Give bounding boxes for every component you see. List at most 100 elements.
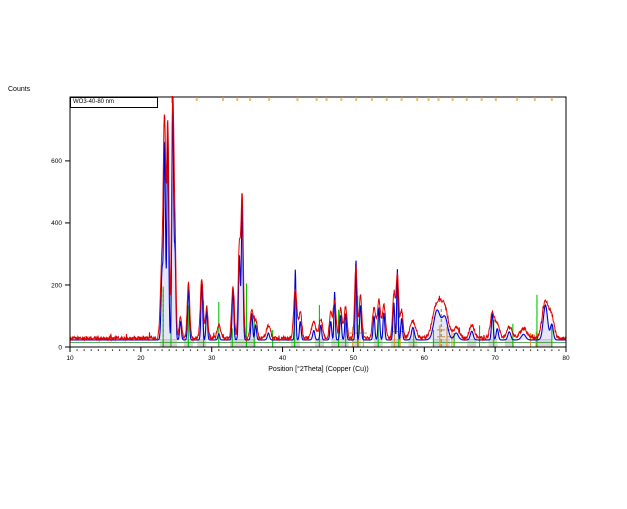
top-edge-markers [171,96,553,103]
x-minor-tick [430,349,432,351]
y-tick-label: 600 [51,158,62,165]
peak-marker-box [246,339,256,347]
calculated-profile-fill [70,105,566,340]
x-minor-tick [296,349,298,351]
x-minor-tick [154,349,156,351]
x-minor-tick [388,349,390,351]
x-tick-label: 70 [492,355,500,362]
calculated-profile-trace [70,105,566,341]
peak-marker-box [504,339,514,347]
x-minor-tick [161,349,163,351]
plot-frame [69,96,567,348]
peak-marker-box [535,339,545,347]
peak-marker-box [290,339,300,347]
y-tick-label: 400 [51,220,62,227]
x-tick-label: 50 [350,355,358,362]
x-minor-tick [544,349,546,351]
x-minor-tick [196,349,199,351]
x-minor-tick [437,349,440,351]
y-axis-title: Counts [8,86,31,93]
x-minor-tick [189,349,192,351]
x-minor-tick [558,349,560,351]
x-tick-label: 10 [66,355,74,362]
x-minor-tick [473,349,475,351]
y-tick-label: 0 [58,344,62,351]
peak-marker-box [351,339,361,347]
x-minor-tick [204,349,206,351]
x-minor-tick [260,349,262,351]
x-minor-tick [501,349,503,351]
peak-marker-box [168,339,178,347]
x-minor-tick [119,349,121,351]
x-minor-tick [317,349,319,351]
peak-marker-box [197,339,207,347]
x-tick-label: 20 [137,355,145,362]
x-minor-tick [551,349,553,351]
x-minor-tick [522,349,525,351]
x-minor-tick [395,349,397,351]
x-minor-tick [416,349,418,351]
x-minor-tick [529,349,532,351]
x-minor-tick [310,349,312,351]
x-minor-tick [104,349,107,351]
x-minor-tick [459,349,461,351]
x-minor-tick [133,349,135,351]
x-minor-tick [466,349,468,351]
x-minor-tick [480,349,482,351]
x-minor-tick [487,349,489,351]
x-minor-tick [253,349,255,351]
x-minor-tick [225,349,227,351]
x-minor-tick [111,349,114,351]
x-tick-label: 80 [562,355,570,362]
x-minor-tick [303,349,305,351]
y-tick-label: 200 [51,282,62,289]
x-minor-tick [367,349,369,351]
x-minor-tick [444,349,447,351]
x-minor-tick [508,349,510,351]
peak-marker-box [467,339,477,347]
x-minor-tick [409,349,411,351]
peak-marker-box [432,339,442,347]
x-tick-label: 30 [208,355,216,362]
peak-marker-box [543,339,553,347]
x-minor-tick [402,349,404,351]
x-minor-tick [267,349,269,351]
peak-marker-box [237,339,247,347]
x-tick-label: 60 [421,355,429,362]
x-minor-tick [515,349,517,351]
x-minor-tick [239,349,241,351]
peak-marker-box [229,339,239,347]
y-axis: 0 200 400 600 [51,158,70,351]
x-minor-tick [331,349,333,351]
peak-marker-box [159,339,169,347]
x-minor-tick [289,349,291,351]
x-minor-tick [274,349,277,351]
x-axis-title: Position [°2Theta] (Copper (Cu)) [268,366,369,373]
x-minor-tick [338,349,340,351]
x-minor-tick [345,349,347,351]
x-minor-tick [324,349,326,351]
observed-scan-trace [70,97,566,342]
x-minor-tick [175,349,177,351]
x-minor-tick [147,349,149,351]
x-minor-tick [537,349,539,351]
x-minor-tick [452,349,454,351]
x-minor-tick [90,349,92,351]
x-minor-tick [218,349,220,351]
peak-marker-box [331,339,341,347]
scan-label-box: WO3-40-80 nm [70,97,158,108]
peak-marker-box [339,339,349,347]
x-minor-tick [182,349,184,351]
peak-marker-box [441,339,451,347]
x-minor-tick [97,349,99,351]
x-minor-tick [168,349,170,351]
x-minor-tick [76,349,78,351]
x-minor-tick [374,349,376,351]
x-minor-tick [232,349,234,351]
peak-marker-box [390,339,400,347]
x-minor-tick [359,349,362,351]
x-minor-tick [83,349,85,351]
x-tick-label: 40 [279,355,287,362]
x-axis: 10 20 30 40 50 60 70 80 [66,347,570,362]
